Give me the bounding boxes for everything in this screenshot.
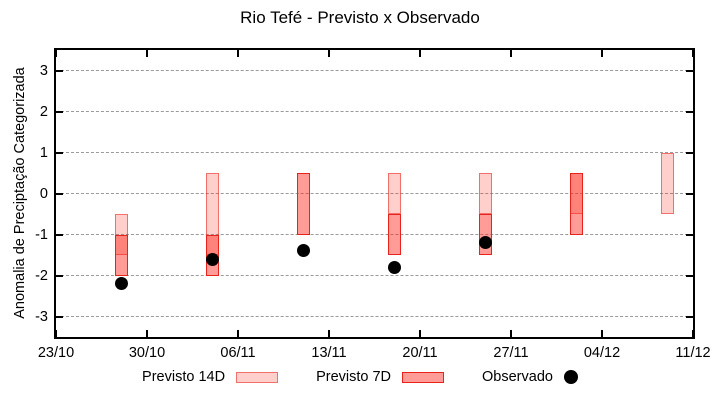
y-tick-label: 1 xyxy=(39,144,48,161)
bar-previsto-14d xyxy=(387,173,401,214)
y-tick-mark xyxy=(56,193,63,195)
gridline xyxy=(56,193,693,194)
y-tick-mark xyxy=(56,152,63,154)
gridline xyxy=(56,316,693,317)
y-tick-mark xyxy=(56,275,63,277)
y-tick-mark xyxy=(686,193,693,195)
gridline xyxy=(56,275,693,276)
x-tick-mark xyxy=(146,50,148,57)
x-tick-mark xyxy=(601,50,603,57)
gridline xyxy=(56,111,693,112)
y-tick-mark xyxy=(56,234,63,236)
legend-item-previsto-7d: Previsto 7D xyxy=(316,369,445,385)
bar-previsto-7d xyxy=(387,214,401,255)
plot-area xyxy=(54,48,695,339)
gridline xyxy=(56,234,693,235)
x-tick-mark xyxy=(692,330,694,337)
bar-previsto-7d xyxy=(296,173,310,235)
legend-label-previsto-14d: Previsto 14D xyxy=(142,369,226,385)
observed-dot xyxy=(387,260,401,274)
y-tick-mark xyxy=(686,234,693,236)
legend-label-observado: Observado xyxy=(482,369,553,385)
x-tick-mark xyxy=(55,50,57,57)
x-tick-label: 11/12 xyxy=(675,345,711,361)
y-tick-mark xyxy=(686,70,693,72)
x-tick-mark xyxy=(146,330,148,337)
x-tick-label: 04/12 xyxy=(583,345,621,361)
x-tick-mark xyxy=(55,330,57,337)
y-tick-label: -3 xyxy=(35,308,48,325)
x-tick-mark xyxy=(510,50,512,57)
legend-swatch-observado-icon xyxy=(563,370,578,384)
x-tick-mark xyxy=(237,330,239,337)
x-tick-mark xyxy=(419,50,421,57)
x-tick-label: 06/11 xyxy=(220,345,256,361)
legend-swatch-previsto-7d-icon xyxy=(402,371,445,383)
bar-previsto-7d xyxy=(114,234,128,276)
x-tick-label: 13/11 xyxy=(311,345,347,361)
y-tick-mark xyxy=(56,111,63,113)
gridline xyxy=(56,152,693,153)
y-tick-mark xyxy=(56,316,63,318)
legend-item-observado: Observado xyxy=(482,369,578,385)
bar-previsto-7d xyxy=(569,173,583,235)
x-tick-mark xyxy=(510,330,512,337)
x-tick-label: 27/11 xyxy=(493,345,529,361)
legend-swatch-previsto-14d-icon xyxy=(236,371,279,383)
bar-previsto-14d xyxy=(660,152,674,214)
x-tick-mark xyxy=(328,50,330,57)
x-tick-label: 30/10 xyxy=(128,345,166,361)
observed-dot xyxy=(296,244,310,258)
y-tick-label: -1 xyxy=(35,226,48,243)
x-tick-label: 23/10 xyxy=(37,345,75,361)
x-tick-label: 20/11 xyxy=(402,345,438,361)
y-tick-label: -2 xyxy=(35,267,48,284)
x-tick-mark xyxy=(328,330,330,337)
y-tick-label: 0 xyxy=(39,185,48,202)
x-tick-mark xyxy=(692,50,694,57)
x-tick-mark xyxy=(601,330,603,337)
y-tick-label: 2 xyxy=(39,103,48,120)
gridline xyxy=(56,70,693,71)
observed-dot xyxy=(205,252,219,266)
legend-label-previsto-7d: Previsto 7D xyxy=(316,369,392,385)
y-tick-mark xyxy=(686,111,693,113)
legend-item-previsto-14d: Previsto 14D xyxy=(142,369,279,385)
y-tick-mark xyxy=(686,152,693,154)
observed-dot xyxy=(114,277,128,291)
observed-dot xyxy=(478,236,492,250)
y-tick-label: 3 xyxy=(39,62,48,79)
legend: Previsto 14D Previsto 7D Observado xyxy=(0,369,720,385)
x-tick-mark xyxy=(237,50,239,57)
y-tick-mark xyxy=(56,70,63,72)
bar-previsto-14d xyxy=(478,173,492,214)
chart-title: Rio Tefé - Previsto x Observado xyxy=(240,8,480,27)
y-tick-mark xyxy=(686,275,693,277)
y-tick-mark xyxy=(686,316,693,318)
x-tick-mark xyxy=(419,330,421,337)
